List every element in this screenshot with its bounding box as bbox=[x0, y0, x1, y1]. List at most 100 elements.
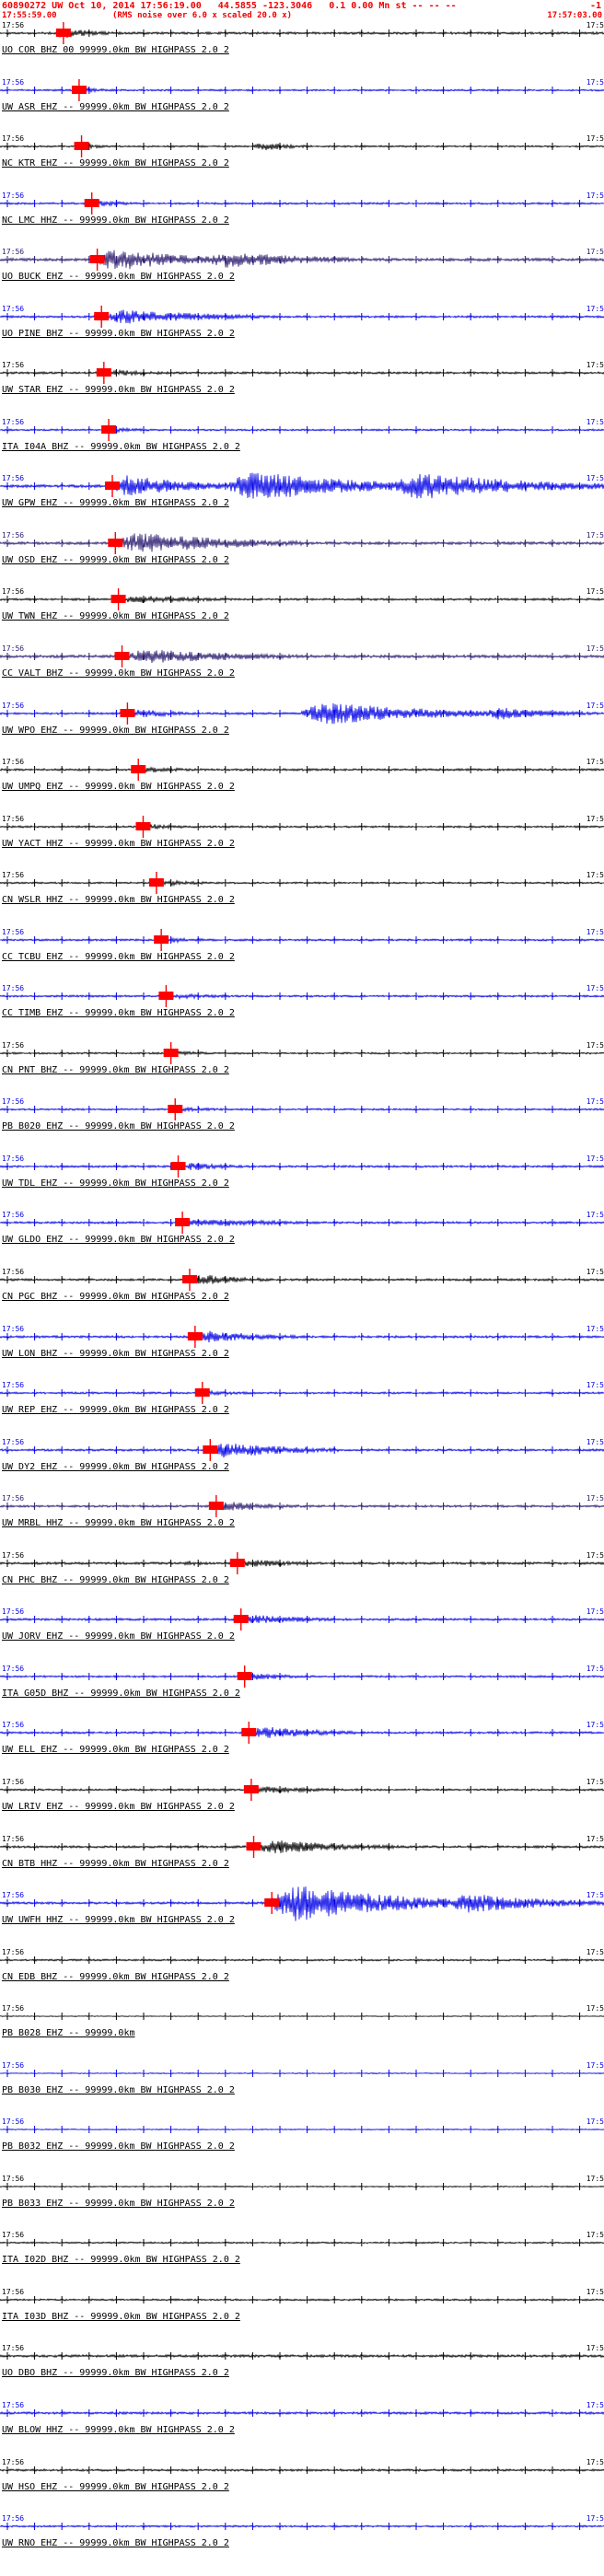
trace-row[interactable]: 17:56 17:5 UW RNO EHZ -- 99999.0km BW HI… bbox=[0, 2512, 604, 2570]
waveform[interactable] bbox=[0, 2456, 604, 2513]
waveform[interactable] bbox=[0, 1886, 604, 1946]
trace-row[interactable]: 17:56 17:5 UW ASR EHZ -- 99999.0km BW HI… bbox=[0, 76, 604, 133]
pick-marker[interactable] bbox=[168, 1098, 183, 1121]
trace-row[interactable]: 17:56 17:5 UW MRBL HHZ -- 99999.0km BW H… bbox=[0, 1492, 604, 1549]
trace-row[interactable]: 17:56 17:5 UW UWFH HHZ -- 99999.0km BW H… bbox=[0, 1886, 604, 1946]
trace-row[interactable]: 17:56 17:5 CN WSLR HHZ -- 99999.0km BW H… bbox=[0, 869, 604, 926]
pick-marker[interactable] bbox=[264, 1892, 280, 1915]
pick-marker[interactable] bbox=[175, 1212, 191, 1235]
waveform[interactable] bbox=[0, 1946, 604, 2003]
waveform[interactable] bbox=[0, 2399, 604, 2456]
trace-row[interactable]: 17:56 17:5 NC KTR EHZ -- 99999.0km BW HI… bbox=[0, 133, 604, 190]
pick-marker[interactable] bbox=[170, 1155, 186, 1178]
pick-marker[interactable] bbox=[181, 1269, 197, 1292]
pick-marker[interactable] bbox=[243, 1778, 259, 1801]
trace-row[interactable]: 17:56 17:5 CN PNT BHZ -- 99999.0km BW HI… bbox=[0, 1039, 604, 1097]
pick-marker[interactable] bbox=[114, 645, 130, 668]
trace-row[interactable]: 17:56 17:5 CN PHC BHZ -- 99999.0km BW HI… bbox=[0, 1549, 604, 1607]
waveform[interactable] bbox=[0, 529, 604, 586]
pick-marker[interactable] bbox=[55, 22, 71, 44]
waveform[interactable] bbox=[0, 869, 604, 926]
pick-marker[interactable] bbox=[74, 135, 89, 158]
trace-row[interactable]: 17:56 17:5 UW WPO EHZ -- 99999.0km BW HI… bbox=[0, 700, 604, 757]
waveform[interactable] bbox=[0, 246, 604, 303]
pick-marker[interactable] bbox=[110, 588, 126, 611]
waveform[interactable] bbox=[0, 1606, 604, 1663]
trace-row[interactable]: 17:56 17:5 UW REP EHZ -- 99999.0km BW HI… bbox=[0, 1379, 604, 1436]
pick-marker[interactable] bbox=[246, 1835, 261, 1858]
waveform[interactable] bbox=[0, 982, 604, 1039]
trace-row[interactable]: 17:56 17:5 ITA I02D BHZ -- 99999.0km BW … bbox=[0, 2229, 604, 2286]
trace-row[interactable]: 17:56 17:5 CN PGC BHZ -- 99999.0km BW HI… bbox=[0, 1266, 604, 1323]
trace-row[interactable]: 17:56 17:5 PB B033 EHZ -- 99999.0km BW H… bbox=[0, 2173, 604, 2230]
pick-marker[interactable] bbox=[105, 475, 121, 498]
pick-marker[interactable] bbox=[120, 702, 135, 725]
pick-marker[interactable] bbox=[187, 1325, 203, 1348]
trace-row[interactable]: 17:56 17:5 UW BLOW HHZ -- 99999.0km BW H… bbox=[0, 2399, 604, 2456]
waveform[interactable] bbox=[0, 1663, 604, 1720]
waveform[interactable] bbox=[0, 19, 604, 76]
pick-marker[interactable] bbox=[208, 1495, 224, 1518]
trace-row[interactable]: 17:56 17:5 UO PINE BHZ -- 99999.0km BW H… bbox=[0, 303, 604, 360]
trace-row[interactable]: 17:56 17:5 UW JORV EHZ -- 99999.0km BW H… bbox=[0, 1606, 604, 1663]
pick-marker[interactable] bbox=[94, 305, 110, 328]
pick-marker[interactable] bbox=[163, 1041, 179, 1064]
trace-row[interactable]: 17:56 17:5 PB B032 EHZ -- 99999.0km BW H… bbox=[0, 2116, 604, 2173]
waveform[interactable] bbox=[0, 2342, 604, 2399]
waveform[interactable] bbox=[0, 2060, 604, 2117]
waveform[interactable] bbox=[0, 1323, 604, 1380]
waveform[interactable] bbox=[0, 643, 604, 700]
pick-marker[interactable] bbox=[108, 531, 123, 554]
pick-marker[interactable] bbox=[101, 418, 117, 441]
waveform[interactable] bbox=[0, 133, 604, 190]
trace-row[interactable]: 17:56 17:5 UW DY2 EHZ -- 99999.0km BW HI… bbox=[0, 1436, 604, 1493]
trace-row[interactable]: 17:56 17:5 UW LRIV EHZ -- 99999.0km BW H… bbox=[0, 1776, 604, 1833]
trace-row[interactable]: 17:56 17:5 ITA I03D BHZ -- 99999.0km BW … bbox=[0, 2286, 604, 2343]
trace-row[interactable]: 17:56 17:5 UO COR BHZ 00 99999.0km BW HI… bbox=[0, 19, 604, 76]
pick-marker[interactable] bbox=[237, 1665, 252, 1688]
waveform[interactable] bbox=[0, 1833, 604, 1890]
pick-marker[interactable] bbox=[203, 1438, 218, 1461]
waveform[interactable] bbox=[0, 2286, 604, 2343]
waveform[interactable] bbox=[0, 76, 604, 133]
trace-row[interactable]: 17:56 17:5 CC TCBU EHZ -- 99999.0km BW H… bbox=[0, 926, 604, 983]
trace-row[interactable]: 17:56 17:5 UW TWN EHZ -- 99999.0km BW HI… bbox=[0, 586, 604, 643]
waveform[interactable] bbox=[0, 586, 604, 643]
trace-row[interactable]: 17:56 17:5 CC TIMB EHZ -- 99999.0km BW H… bbox=[0, 982, 604, 1039]
trace-row[interactable]: 17:56 17:5 UW HSO EHZ -- 99999.0km BW HI… bbox=[0, 2456, 604, 2513]
trace-row[interactable]: 17:56 17:5 UW ELL EHZ -- 99999.0km BW HI… bbox=[0, 1719, 604, 1776]
trace-row[interactable]: 17:56 17:5 NC LMC HHZ -- 99999.0km BW HI… bbox=[0, 190, 604, 247]
pick-marker[interactable] bbox=[158, 985, 174, 1008]
trace-row[interactable]: 17:56 17:5 ITA I04A BHZ -- 99999.0km BW … bbox=[0, 416, 604, 473]
waveform[interactable] bbox=[0, 1492, 604, 1549]
trace-row[interactable]: 17:56 17:5 UW GLDO EHZ -- 99999.0km BW H… bbox=[0, 1209, 604, 1266]
pick-marker[interactable] bbox=[89, 249, 105, 272]
waveform[interactable] bbox=[0, 1096, 604, 1153]
waveform[interactable] bbox=[0, 472, 604, 529]
pick-marker[interactable] bbox=[194, 1382, 210, 1405]
trace-row[interactable]: 17:56 17:5 UW STAR EHZ -- 99999.0km BW H… bbox=[0, 359, 604, 416]
trace-row[interactable]: 17:56 17:5 PB B028 EHZ -- 99999.0km bbox=[0, 2002, 604, 2060]
pick-marker[interactable] bbox=[241, 1722, 257, 1745]
waveform[interactable] bbox=[0, 1266, 604, 1323]
trace-row[interactable]: 17:56 17:5 CN BTB HHZ -- 99999.0km BW HI… bbox=[0, 1833, 604, 1890]
waveform[interactable] bbox=[0, 926, 604, 983]
pick-marker[interactable] bbox=[135, 815, 151, 838]
trace-row[interactable]: 17:56 17:5 UW YACT HHZ -- 99999.0km BW H… bbox=[0, 813, 604, 870]
trace-row[interactable]: 17:56 17:5 CN EDB BHZ -- 99999.0km BW HI… bbox=[0, 1946, 604, 2003]
waveform[interactable] bbox=[0, 756, 604, 813]
pick-marker[interactable] bbox=[71, 78, 87, 101]
pick-marker[interactable] bbox=[131, 759, 146, 782]
waveform[interactable] bbox=[0, 1549, 604, 1607]
trace-row[interactable]: 17:56 17:5 CC VALT BHZ -- 99999.0km BW H… bbox=[0, 643, 604, 700]
waveform[interactable] bbox=[0, 359, 604, 416]
trace-row[interactable]: 17:56 17:5 UW TDL EHZ -- 99999.0km BW HI… bbox=[0, 1153, 604, 1210]
waveform[interactable] bbox=[0, 700, 604, 757]
pick-marker[interactable] bbox=[148, 872, 164, 895]
pick-marker[interactable] bbox=[233, 1608, 249, 1631]
waveform[interactable] bbox=[0, 1209, 604, 1266]
waveform[interactable] bbox=[0, 1436, 604, 1493]
pick-marker[interactable] bbox=[84, 191, 99, 215]
trace-row[interactable]: 17:56 17:5 UW GPW EHZ -- 99999.0km BW HI… bbox=[0, 472, 604, 529]
waveform[interactable] bbox=[0, 1153, 604, 1210]
